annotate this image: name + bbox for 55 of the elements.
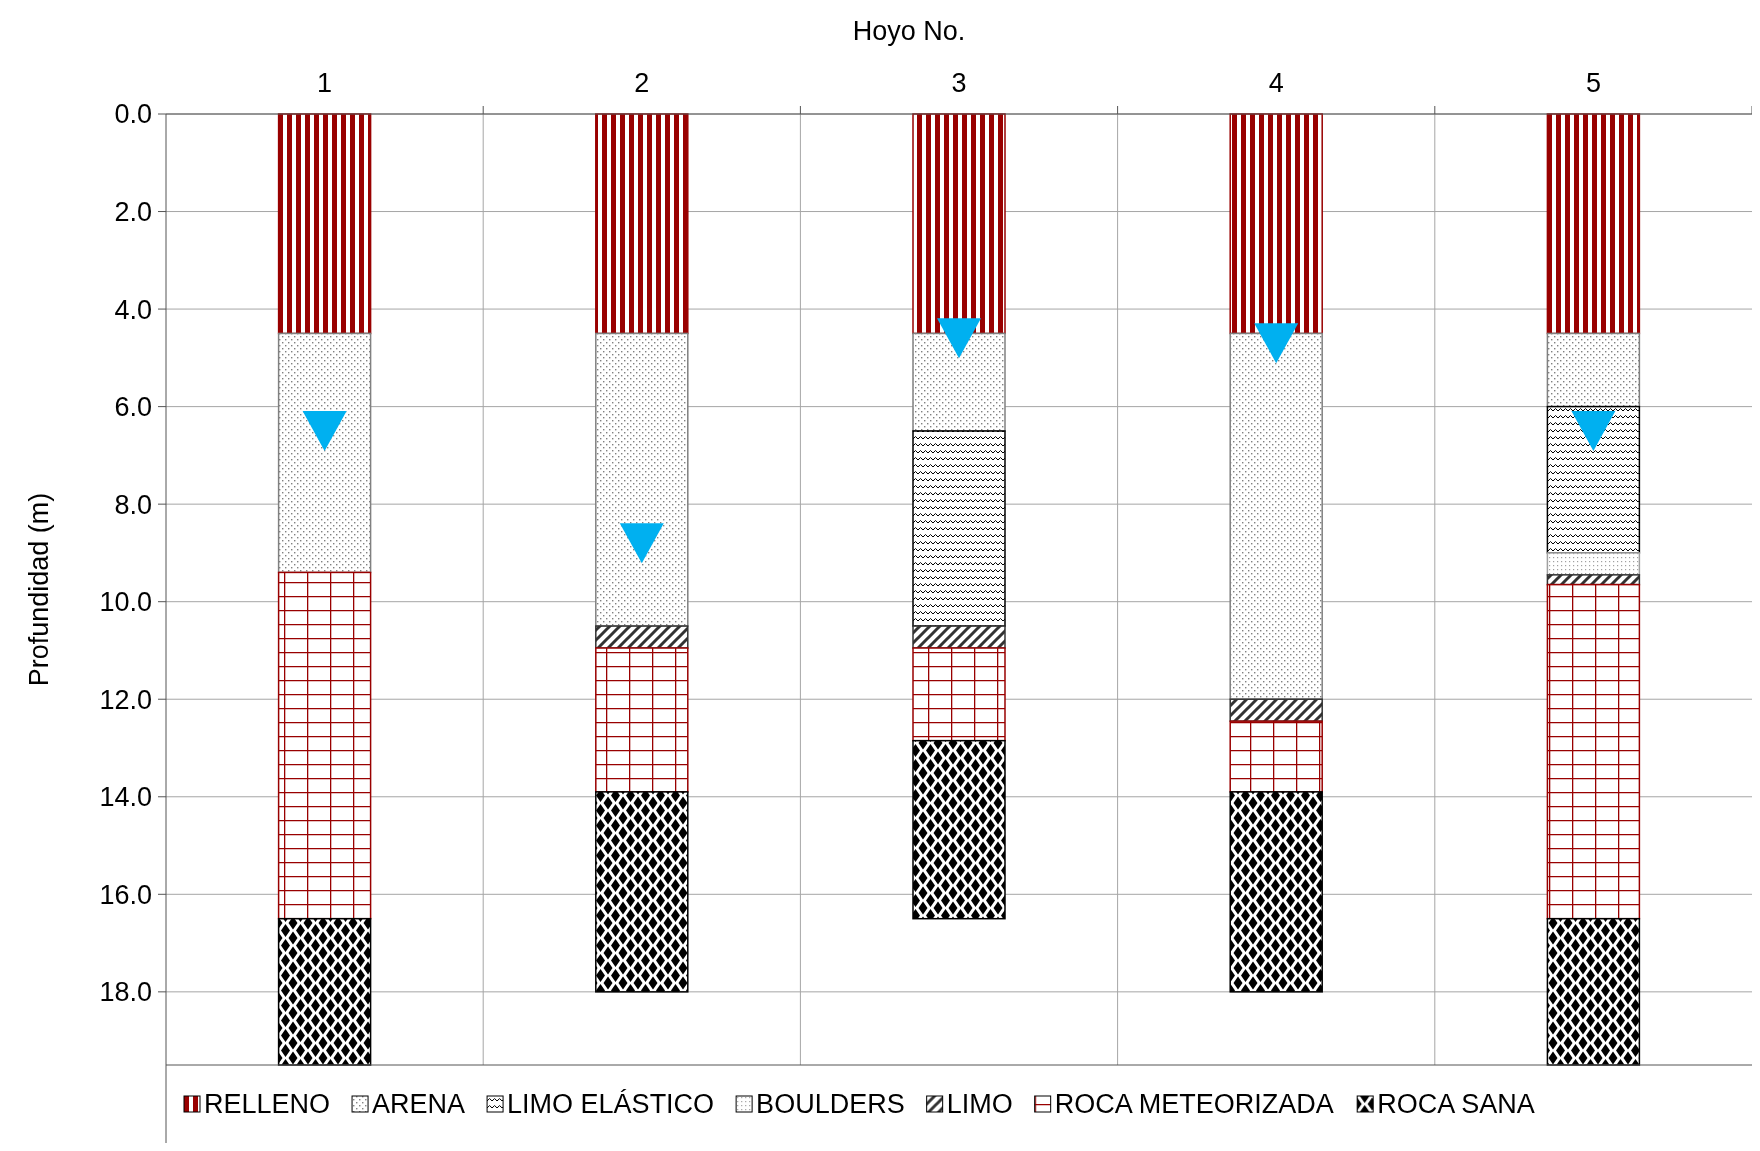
bar (277, 332, 372, 574)
y-tick-label: 0.0 (114, 99, 152, 130)
bar (277, 113, 372, 335)
bar (1229, 332, 1323, 700)
bar (595, 625, 689, 649)
bar (912, 430, 1006, 627)
point (937, 318, 981, 359)
x-axis-title: Hoyo No. (852, 16, 966, 46)
y-axis-title: Profundidad (m) (24, 492, 54, 687)
bar (1229, 720, 1323, 793)
bar (277, 571, 372, 920)
y-tick-label: 14.0 (99, 782, 152, 813)
y-tick-label: 12.0 (99, 684, 152, 715)
bar (912, 113, 1006, 335)
bar (912, 625, 1006, 649)
bar (1546, 917, 1641, 1066)
point (1254, 323, 1299, 364)
point (1571, 411, 1616, 451)
bar (1546, 583, 1641, 920)
bar (912, 332, 1006, 432)
bar (1546, 552, 1641, 576)
x-tick-label: 3 (951, 68, 967, 98)
bar (912, 647, 1006, 742)
legend-label: ROCA SANA (1377, 1089, 1535, 1120)
legend-label: LIMO ELÁSTICO (507, 1089, 715, 1120)
legend-label: LIMO (946, 1089, 1013, 1120)
x-tick-label: 5 (1585, 68, 1601, 98)
bar (277, 917, 372, 1066)
y-tick-label: 4.0 (114, 294, 152, 325)
y-tick-label: 16.0 (99, 879, 152, 910)
y-tick-label: 8.0 (114, 489, 152, 520)
x-tick-label: 1 (317, 68, 333, 98)
bar (595, 791, 689, 993)
bar (1229, 791, 1323, 993)
legend-label: ARENA (372, 1089, 466, 1120)
bar (595, 113, 689, 335)
point (619, 523, 664, 564)
point (302, 411, 347, 451)
y-tick-label: 18.0 (99, 977, 152, 1008)
bar (912, 739, 1006, 920)
bar (1546, 113, 1641, 335)
x-tick-label: 4 (1268, 68, 1284, 98)
y-tick-label: 10.0 (99, 587, 152, 618)
bar (595, 332, 689, 627)
bar (1229, 113, 1323, 335)
bar (1546, 405, 1641, 554)
bar (595, 647, 689, 793)
legend-label: RELLENO (204, 1089, 331, 1120)
bar (1229, 698, 1323, 722)
y-tick-label: 2.0 (114, 196, 152, 227)
legend-label: ROCA METEORIZADA (1054, 1089, 1334, 1120)
x-tick-label: 2 (634, 68, 650, 98)
bar (1546, 332, 1641, 408)
y-tick-label: 6.0 (114, 392, 152, 423)
legend-label: BOULDERS (756, 1089, 905, 1120)
